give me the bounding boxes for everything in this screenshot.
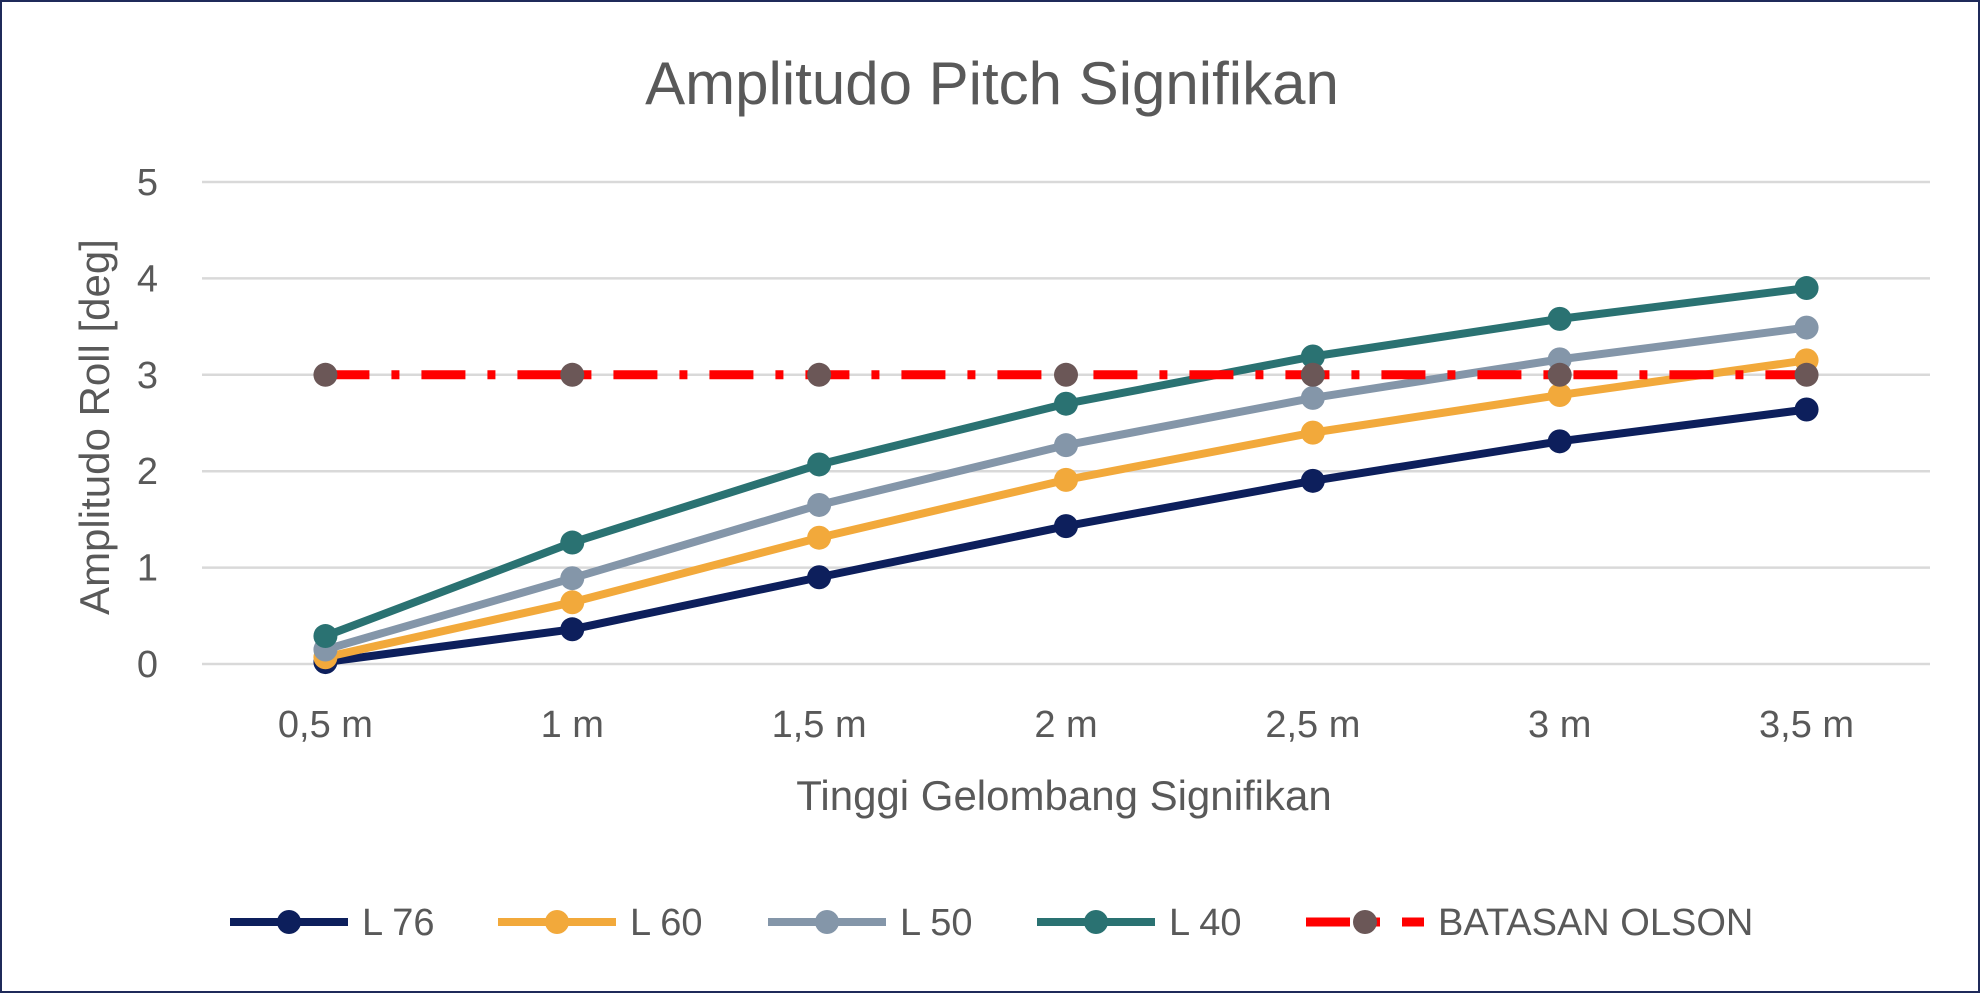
data-point[interactable] xyxy=(1547,383,1572,408)
x-tick-label: 1,5 m xyxy=(772,704,867,746)
data-point[interactable] xyxy=(1054,514,1078,539)
data-point[interactable] xyxy=(1054,433,1078,458)
data-point[interactable] xyxy=(1300,344,1325,369)
x-tick-label: 3 m xyxy=(1528,704,1591,746)
legend-label: L 40 xyxy=(1169,902,1242,944)
legend-item[interactable]: L 76 xyxy=(230,902,435,944)
legend-swatch-marker xyxy=(277,910,301,934)
data-point[interactable] xyxy=(1547,306,1572,331)
x-tick-label: 1 m xyxy=(541,704,604,746)
data-point[interactable] xyxy=(1794,362,1819,387)
data-point[interactable] xyxy=(1300,420,1325,445)
y-axis-ticks: 0 1 2 3 4 5 xyxy=(137,162,158,686)
data-point[interactable] xyxy=(1794,397,1819,422)
legend-label: BATASAN OLSON xyxy=(1438,902,1753,944)
data-point[interactable] xyxy=(807,525,832,550)
legend-item[interactable]: L 40 xyxy=(1037,902,1242,944)
y-tick-label: 5 xyxy=(137,162,158,204)
data-point[interactable] xyxy=(1300,385,1325,410)
data-point[interactable] xyxy=(1300,468,1325,493)
y-tick-label: 2 xyxy=(137,451,158,493)
x-axis-title: Tinggi Gelombang Signifikan xyxy=(796,772,1331,819)
y-tick-label: 1 xyxy=(137,548,158,590)
data-point[interactable] xyxy=(1054,391,1078,416)
data-point[interactable] xyxy=(560,566,585,591)
series-l-40 xyxy=(313,276,1819,649)
legend-item[interactable]: L 60 xyxy=(498,902,703,944)
data-point[interactable] xyxy=(1547,362,1572,387)
data-point[interactable] xyxy=(1794,315,1819,340)
data-point[interactable] xyxy=(313,362,338,387)
y-axis-title: Amplitudo Roll [deg] xyxy=(71,239,118,615)
data-point[interactable] xyxy=(560,617,585,642)
x-axis-ticks: 0,5 m 1 m 1,5 m 2 m 2,5 m 3 m 3,5 m xyxy=(278,704,1854,746)
x-tick-label: 2 m xyxy=(1034,704,1097,746)
x-tick-label: 2,5 m xyxy=(1265,704,1360,746)
data-point[interactable] xyxy=(807,565,832,590)
data-point[interactable] xyxy=(1300,362,1325,387)
legend-swatch-marker xyxy=(545,910,569,934)
y-tick-label: 0 xyxy=(137,644,158,686)
data-point[interactable] xyxy=(1054,362,1078,387)
data-point[interactable] xyxy=(313,624,338,649)
legend-swatch-marker xyxy=(1084,910,1108,934)
legend-label: L 50 xyxy=(900,902,973,944)
data-point[interactable] xyxy=(1794,276,1819,301)
legend: L 76 L 60 L 50 L 40 BATASAN OLSON xyxy=(230,902,1753,944)
y-tick-label: 3 xyxy=(137,355,158,397)
series-l-50 xyxy=(313,315,1819,662)
legend-label: L 76 xyxy=(362,902,435,944)
x-tick-label: 0,5 m xyxy=(278,704,373,746)
series-batasan-olson xyxy=(313,362,1819,387)
y-tick-label: 4 xyxy=(137,258,158,300)
data-point[interactable] xyxy=(807,492,832,517)
data-point[interactable] xyxy=(1547,429,1572,454)
legend-item[interactable]: BATASAN OLSON xyxy=(1306,902,1753,944)
series-layer xyxy=(313,276,1819,675)
data-point[interactable] xyxy=(807,362,832,387)
data-point[interactable] xyxy=(560,590,585,615)
chart-title: Amplitudo Pitch Signifikan xyxy=(645,50,1339,117)
data-point[interactable] xyxy=(560,530,585,555)
legend-label: L 60 xyxy=(630,902,703,944)
legend-item[interactable]: L 50 xyxy=(768,902,973,944)
legend-swatch-marker xyxy=(1353,910,1377,934)
data-point[interactable] xyxy=(807,452,832,477)
series-l-76 xyxy=(313,397,1819,675)
data-point[interactable] xyxy=(560,362,585,387)
x-tick-label: 3,5 m xyxy=(1759,704,1854,746)
data-point[interactable] xyxy=(1054,467,1078,492)
series-l-60 xyxy=(313,348,1819,670)
legend-swatch-marker xyxy=(815,910,839,934)
